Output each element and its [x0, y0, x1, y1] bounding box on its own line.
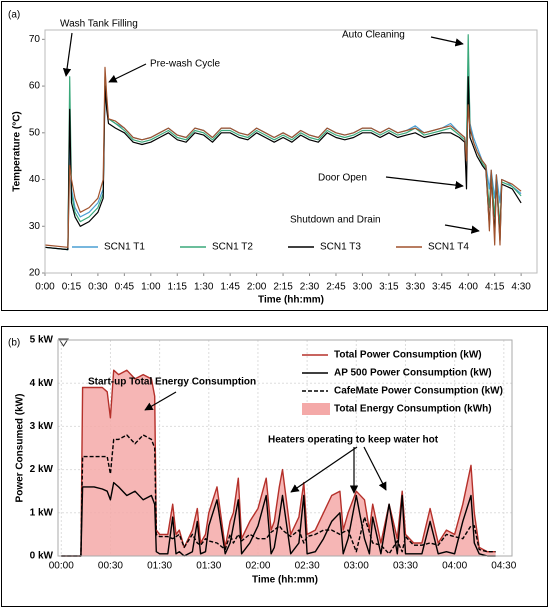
annotation-arrow: [62, 32, 73, 77]
annotation: Heaters operating to keep water hot: [268, 435, 439, 446]
x-tick-label: 2:45: [326, 282, 346, 293]
x-tick-label: 0:30: [88, 282, 108, 293]
series-line: [61, 369, 496, 557]
series-line: [61, 481, 496, 557]
x-tick-label: 3:30: [406, 282, 426, 293]
y-tick-label: 50: [29, 127, 41, 138]
x-tick-label: 2:15: [273, 282, 293, 293]
annotation: Auto Cleaning: [342, 30, 405, 41]
x-tick-label: 4:30: [511, 282, 531, 293]
x-axis-label: Time (hh:mm): [252, 575, 318, 586]
x-tick-label: 01:30: [196, 561, 221, 572]
x-tick-label: 03:30: [393, 561, 418, 572]
y-tick-label: 70: [29, 34, 41, 45]
plot-frame: [57, 339, 513, 557]
series-line: [44, 57, 522, 251]
panel-frame: [1, 326, 548, 607]
annotation: Start-up Total Energy Consumption: [88, 377, 256, 388]
series-line: [44, 76, 522, 251]
panel-label: (b): [8, 338, 20, 349]
annotation: Door Open: [318, 173, 367, 184]
panel-label: (a): [8, 10, 20, 21]
x-tick-label: 1:30: [194, 282, 214, 293]
y-tick-label: 40: [29, 174, 41, 185]
x-tick-label: 3:00: [353, 282, 373, 293]
x-tick-label: 1:45: [220, 282, 240, 293]
annotation-arrow: [108, 63, 147, 83]
x-tick-label: 04:30: [491, 561, 516, 572]
y-tick-label: 4 kW: [30, 378, 54, 389]
annotation-arrow: [430, 36, 464, 47]
y-tick-label: 3 kW: [30, 421, 54, 432]
energy-area: [61, 370, 496, 556]
series-line: [61, 434, 496, 557]
y-tick-label: 60: [29, 81, 41, 92]
x-tick-label: 02:30: [295, 561, 320, 572]
annotation: Wash Tank Filling: [60, 19, 138, 30]
annotation-arrow: [144, 391, 177, 411]
series-line: [44, 66, 522, 248]
y-tick-label: 1 kW: [30, 507, 54, 518]
x-tick-label: 02:00: [245, 561, 270, 572]
y-tick-label: 30: [29, 221, 41, 232]
series-line: [44, 34, 522, 251]
x-tick-label: 4:15: [485, 282, 505, 293]
x-axis-label: Time (hh:mm): [258, 295, 324, 306]
x-tick-label: 3:15: [379, 282, 399, 293]
x-tick-label: 4:00: [458, 282, 478, 293]
plot-frame: [44, 29, 538, 274]
x-tick-label: 04:00: [442, 561, 467, 572]
x-tick-label: 0:00: [35, 282, 55, 293]
annotation: Shutdown and Drain: [290, 215, 381, 226]
x-tick-label: 2:30: [300, 282, 320, 293]
y-tick-label: 0 kW: [30, 551, 54, 562]
x-tick-label: 0:15: [62, 282, 82, 293]
y-tick-label: 20: [29, 268, 41, 279]
annotation-arrow: [363, 446, 387, 491]
filter-icon: [58, 338, 69, 347]
x-tick-label: 00:30: [98, 561, 123, 572]
x-tick-label: 0:45: [115, 282, 135, 293]
annotation-arrow: [385, 176, 464, 190]
y-axis-label: Power Consumed (kW): [15, 394, 26, 503]
y-axis-label: Temperature (°C): [12, 111, 23, 192]
legend-label: Total Power Consumption (kW): [334, 350, 482, 361]
annotation-arrow: [290, 446, 358, 493]
panel-frame: [1, 1, 548, 311]
legend-label: CafeMate Power Consumption (kW): [334, 386, 503, 397]
x-tick-label: 2:00: [247, 282, 267, 293]
x-tick-label: 01:30: [147, 561, 172, 572]
annotation: Pre-wash Cycle: [150, 59, 220, 70]
y-tick-label: 2 kW: [30, 464, 54, 475]
legend-label: AP 500 Power Consumption (kW): [334, 368, 492, 379]
x-tick-label: 00:00: [49, 561, 74, 572]
legend-label: SCN1 T3: [320, 242, 361, 253]
legend-label: SCN1 T2: [212, 242, 253, 253]
annotation-arrow: [444, 224, 480, 234]
legend-label: SCN1 T1: [104, 242, 145, 253]
legend-swatch: [302, 403, 330, 415]
x-tick-label: 1:15: [168, 282, 188, 293]
legend-label: Total Energy Consumption (kWh): [334, 404, 492, 415]
x-tick-label: 03:00: [344, 561, 369, 572]
y-tick-label: 5 kW: [30, 335, 54, 346]
x-tick-label: 1:00: [141, 282, 161, 293]
x-tick-label: 3:45: [432, 282, 452, 293]
legend-label: SCN1 T4: [428, 242, 469, 253]
